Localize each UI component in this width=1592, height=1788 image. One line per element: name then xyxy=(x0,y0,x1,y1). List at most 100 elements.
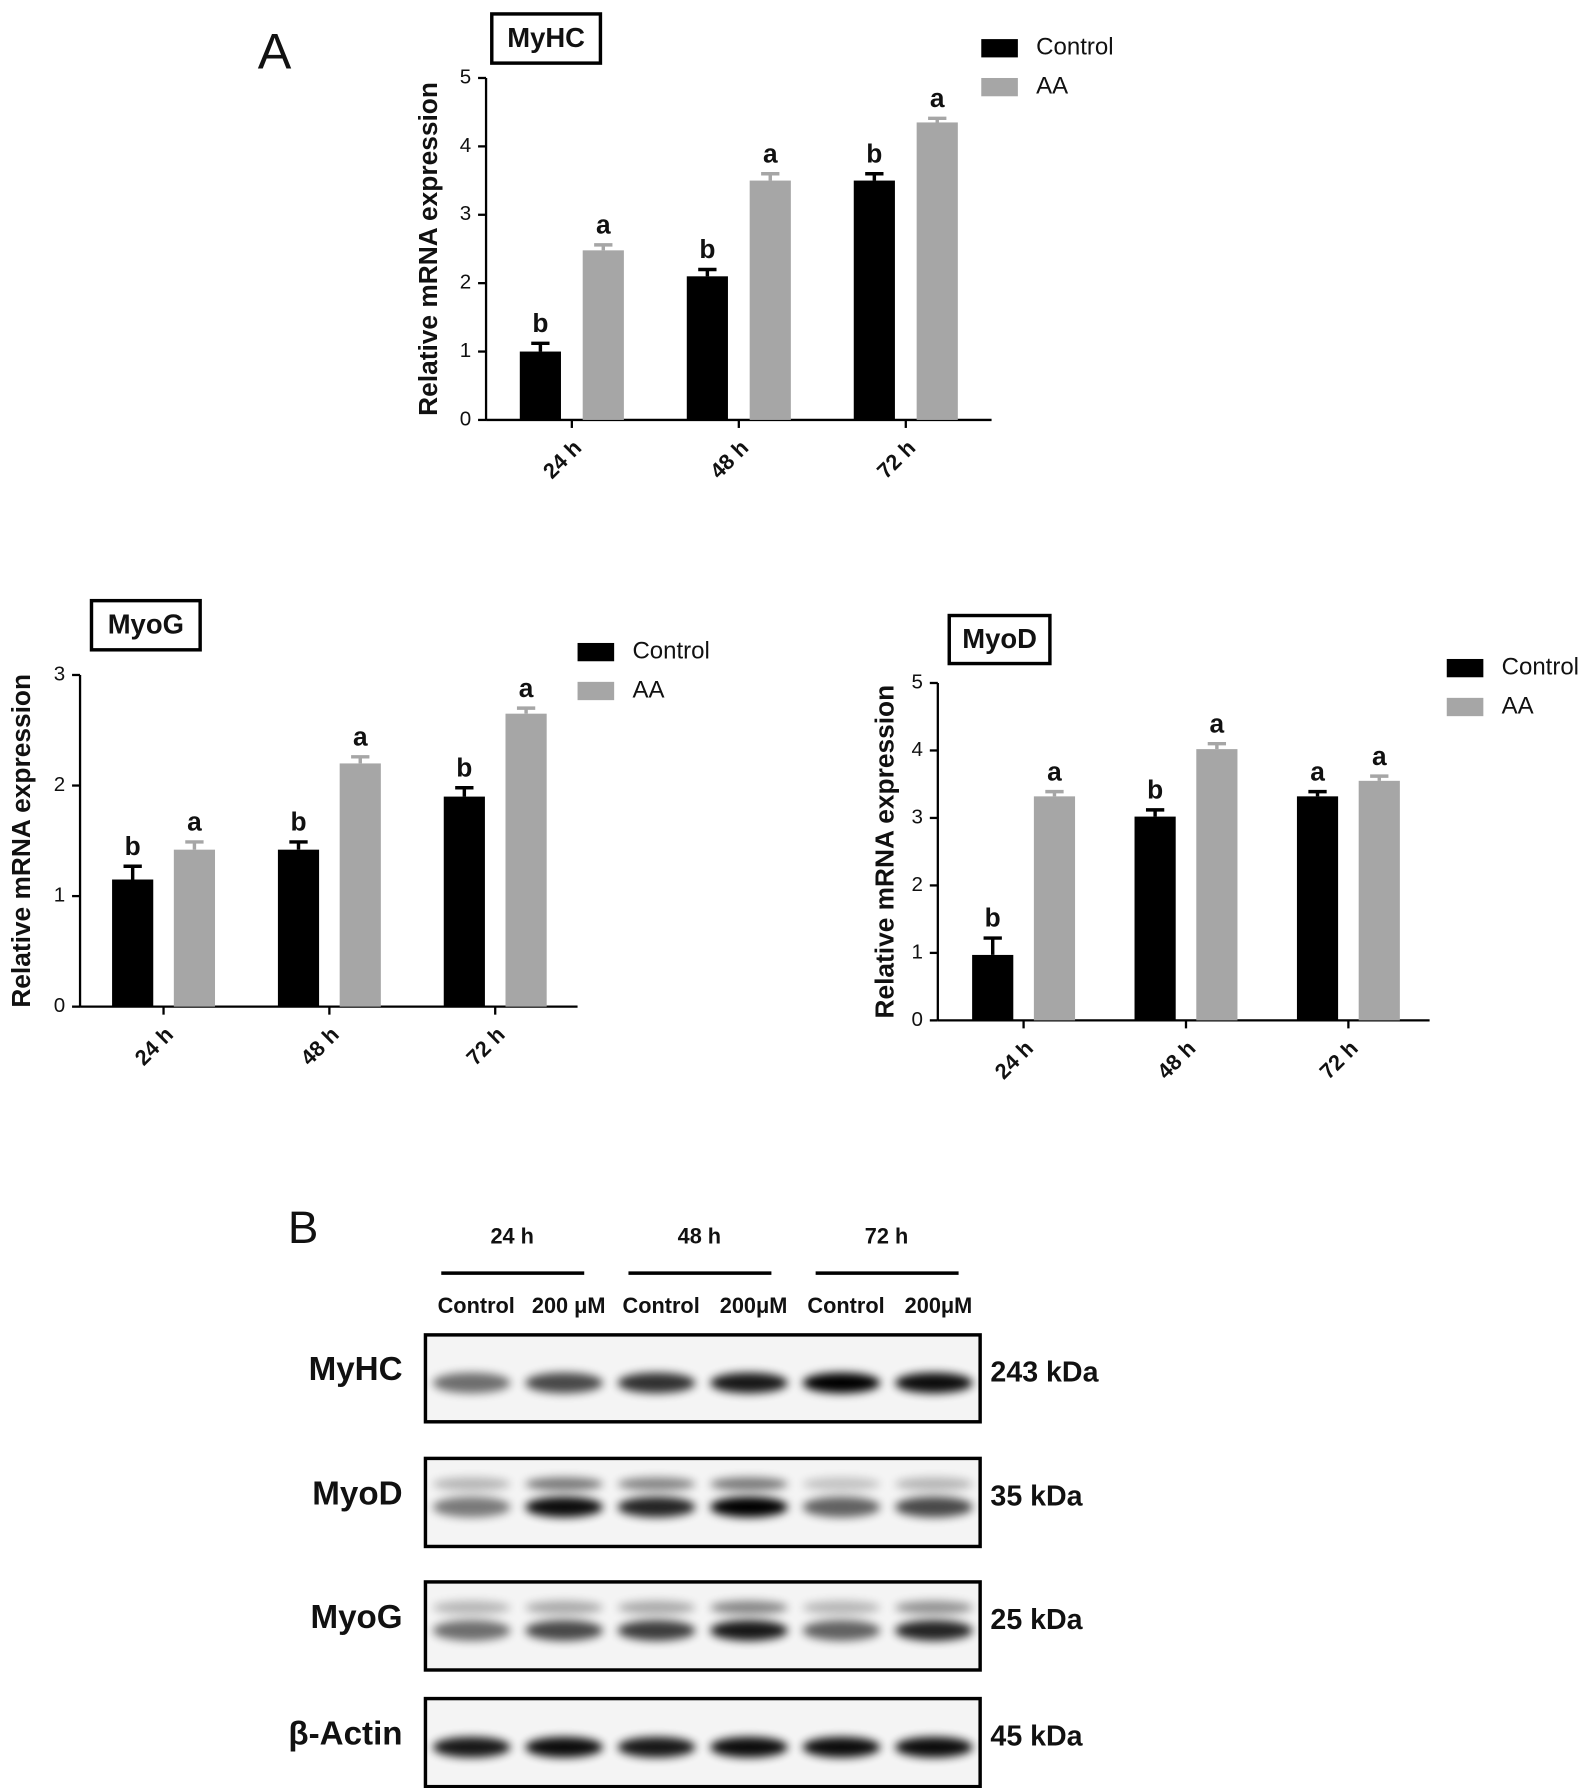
bar xyxy=(853,180,895,420)
legend-swatch xyxy=(577,642,615,662)
y-tick-label: 0 xyxy=(460,407,471,430)
blot-band xyxy=(617,1477,696,1491)
blot-band xyxy=(617,1600,696,1615)
legend-swatch xyxy=(1446,658,1484,678)
y-axis-label: Relative mRNA expression xyxy=(413,82,443,416)
y-tick-label: 3 xyxy=(911,805,922,828)
legend-swatch xyxy=(981,39,1018,58)
blot-band xyxy=(802,1620,881,1641)
legend-label: Control xyxy=(1502,653,1579,680)
error-bar xyxy=(516,706,536,714)
significance-letter: a xyxy=(596,210,611,240)
error-bar xyxy=(594,243,613,251)
blot-band xyxy=(895,1620,973,1641)
legend-label: AA xyxy=(1036,72,1068,99)
blot-frame xyxy=(423,1696,982,1788)
error-bar xyxy=(1207,742,1227,750)
x-tick-label: 72 h xyxy=(461,1022,509,1070)
blot-band xyxy=(525,1736,603,1758)
significance-letter: b xyxy=(125,831,141,861)
lane-label: Control xyxy=(438,1293,515,1318)
blot-band xyxy=(432,1736,511,1758)
bar xyxy=(972,954,1014,1021)
protein-name: β-Actin xyxy=(288,1716,402,1753)
bar xyxy=(173,849,216,1007)
x-tick-label: 24 h xyxy=(130,1022,178,1070)
error-bar xyxy=(123,864,142,880)
blot-band xyxy=(802,1496,881,1518)
significance-letter: a xyxy=(1310,756,1325,786)
x-tick-label: 48 h xyxy=(295,1022,343,1070)
significance-letter: a xyxy=(763,138,778,168)
error-bar xyxy=(289,840,308,850)
bar xyxy=(505,713,547,1007)
lane-label: 200μM xyxy=(905,1293,973,1318)
blot-band xyxy=(525,1477,603,1491)
significance-letter: a xyxy=(187,807,202,837)
protein-size: 25 kDa xyxy=(990,1604,1083,1636)
y-tick-label: 4 xyxy=(460,134,471,157)
bar xyxy=(1358,780,1400,1021)
blot-band xyxy=(617,1496,696,1518)
y-tick-label: 5 xyxy=(460,65,471,88)
protein-name: MyHC xyxy=(309,1351,403,1388)
y-tick-label: 1 xyxy=(911,940,922,963)
error-bar xyxy=(1045,789,1064,797)
bar xyxy=(1134,816,1176,1021)
significance-letter: b xyxy=(290,807,306,837)
legend-label: AA xyxy=(1502,692,1534,719)
bar xyxy=(1196,749,1238,1021)
protein-name: MyoD xyxy=(312,1475,402,1512)
blot-band xyxy=(432,1372,511,1394)
lane-label: 200μM xyxy=(720,1293,788,1318)
y-axis-label: Relative mRNA expression xyxy=(869,685,899,1019)
blot-band xyxy=(617,1620,696,1641)
blot-band xyxy=(802,1372,881,1394)
significance-letter: b xyxy=(1147,775,1163,805)
error-bar xyxy=(928,116,947,123)
title-box xyxy=(89,598,202,652)
blot-band xyxy=(710,1477,788,1491)
bar xyxy=(1033,796,1076,1021)
error-bar xyxy=(185,840,204,850)
blot-frame xyxy=(423,1456,982,1549)
chart-title: MyoD xyxy=(962,623,1037,654)
lane-label: Control xyxy=(623,1293,700,1318)
significance-letter: b xyxy=(456,752,472,782)
y-tick-label: 1 xyxy=(54,884,65,907)
y-tick-label: 2 xyxy=(911,873,922,896)
significance-letter: a xyxy=(1047,756,1062,786)
y-tick-label: 0 xyxy=(54,994,65,1017)
bar xyxy=(1296,796,1339,1021)
error-bar xyxy=(698,267,717,277)
blot-band xyxy=(432,1600,511,1615)
y-tick-label: 3 xyxy=(460,202,471,225)
lane-label: 200 μM xyxy=(532,1293,606,1318)
significance-letter: a xyxy=(930,83,945,113)
legend-label: Control xyxy=(632,637,709,664)
x-tick-label: 24 h xyxy=(538,435,586,483)
timepoint-label: 24 h xyxy=(490,1223,533,1248)
significance-letter: b xyxy=(699,234,715,264)
blot-band xyxy=(895,1372,973,1394)
blot-band xyxy=(525,1496,603,1518)
timepoint-label: 72 h xyxy=(865,1223,908,1248)
y-tick-label: 1 xyxy=(460,339,471,362)
y-tick-label: 3 xyxy=(54,662,65,685)
y-tick-label: 5 xyxy=(911,670,922,693)
error-bar xyxy=(1370,774,1389,781)
bar xyxy=(277,849,320,1007)
lane-label: Control xyxy=(807,1293,884,1318)
significance-letter: b xyxy=(866,138,882,168)
blot-band xyxy=(710,1736,788,1758)
legend-swatch xyxy=(577,681,615,701)
panel-label: B xyxy=(288,1202,319,1253)
bar xyxy=(916,122,958,420)
blot-band xyxy=(617,1736,696,1758)
blot-band xyxy=(432,1496,511,1518)
y-tick-label: 4 xyxy=(911,738,922,761)
error-bar xyxy=(983,936,1002,955)
blot-band xyxy=(525,1372,603,1394)
y-axis-label: Relative mRNA expression xyxy=(6,674,36,1008)
blot-frame xyxy=(423,1333,982,1424)
